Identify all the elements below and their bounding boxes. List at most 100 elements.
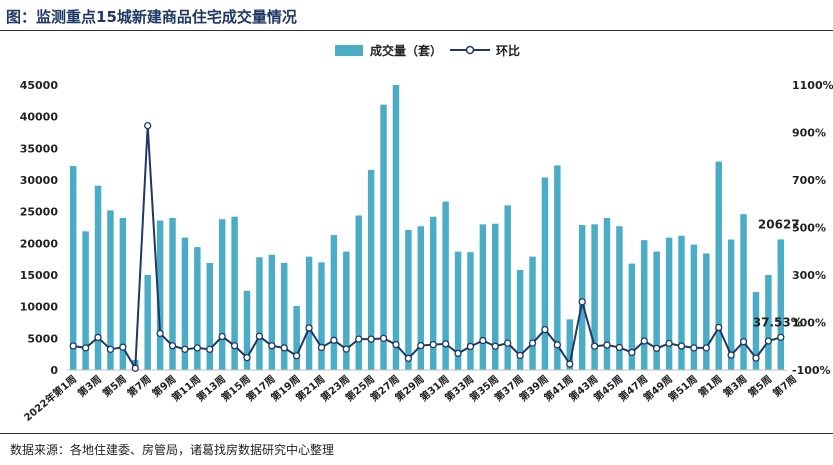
bar: [628, 263, 636, 370]
line-point: [218, 332, 226, 341]
bar: [727, 239, 735, 370]
line-point: [156, 329, 164, 338]
bar: [367, 169, 375, 370]
line-point: [528, 339, 537, 347]
bar: [752, 292, 760, 370]
bar: [740, 214, 747, 370]
legend-bar-swatch: [335, 45, 363, 56]
bar: [653, 251, 660, 370]
right-tick-label: 100%: [792, 317, 826, 330]
chart-title: 图：监测重点15城新建商品住宅成交量情况: [6, 8, 297, 26]
line-point: [106, 345, 115, 353]
bar: [392, 85, 400, 370]
left-tick-label: 20000: [20, 237, 59, 250]
line-point: [466, 342, 475, 351]
line-point: [293, 352, 301, 360]
line-point: [94, 333, 102, 342]
bar: [318, 262, 325, 370]
line-point: [81, 344, 90, 352]
bar: [119, 218, 127, 370]
bar: [616, 226, 623, 370]
right-tick-label: 900%: [792, 127, 826, 140]
bar: [330, 235, 338, 370]
line-point: [131, 364, 139, 372]
line-point: [479, 336, 487, 345]
line-point: [504, 339, 512, 347]
chart-canvas: 成交量（套） 环比 0 5000 10000 15000 20000 25000 30000…: [20, 43, 833, 424]
bar: [305, 256, 313, 370]
line-point: [578, 298, 586, 306]
line-point: [330, 336, 338, 344]
bar: [765, 275, 772, 370]
line-point: [392, 340, 400, 349]
legend-line-marker: [465, 45, 475, 55]
line-point: [764, 337, 773, 345]
line-point: [665, 339, 673, 348]
line-point: [243, 353, 251, 362]
bar: [281, 262, 288, 370]
bar: [541, 177, 549, 370]
bar: [405, 230, 412, 370]
x-tick-label: 第3周: [75, 372, 104, 399]
line-point: [69, 342, 77, 350]
bar: [690, 244, 698, 370]
legend-bar-label: 成交量（套）: [370, 43, 442, 58]
bar: [504, 205, 511, 370]
bar: [181, 237, 189, 370]
line-point: [417, 341, 425, 350]
line-point: [305, 324, 313, 332]
line-path: [73, 125, 782, 372]
line-point: [690, 344, 698, 352]
line-point: [181, 345, 189, 353]
line-series: [69, 121, 785, 372]
x-tick-label: 第3周: [720, 372, 749, 399]
x-tick-label: 第7周: [125, 372, 154, 399]
bar: [293, 306, 300, 370]
line-point: [454, 349, 462, 358]
title-divider: [0, 30, 833, 31]
line-point: [653, 344, 661, 353]
bar: [243, 290, 251, 370]
line-point: [429, 340, 437, 349]
bar: [442, 201, 449, 370]
right-tick-label: -100%: [792, 364, 831, 377]
bar: [641, 240, 648, 370]
line-point: [590, 342, 599, 350]
legend-line-label: 环比: [496, 43, 520, 58]
bar: [566, 319, 573, 370]
bar: [479, 224, 487, 370]
line-point: [715, 323, 723, 332]
line-point: [230, 342, 239, 350]
line-point: [553, 341, 561, 349]
bar: [554, 165, 561, 370]
line-point: [317, 343, 326, 352]
left-tick-label: 15000: [20, 269, 59, 282]
line-point: [168, 342, 177, 350]
bar: [454, 251, 462, 370]
line-point: [379, 334, 388, 343]
bar: [144, 275, 151, 370]
bar: [343, 251, 350, 370]
right-tick-label: 500%: [792, 222, 826, 235]
line-point: [566, 360, 574, 368]
x-tick-label: 2022年第1周: [21, 372, 79, 424]
bar: [529, 256, 536, 370]
bar: [665, 237, 673, 370]
bar: [578, 224, 586, 370]
bar: [417, 226, 425, 370]
bar: [380, 104, 387, 370]
source-divider: [0, 433, 833, 434]
line-point: [404, 354, 413, 363]
bar: [467, 252, 474, 370]
line-point: [615, 343, 624, 352]
right-tick-label: 300%: [792, 269, 826, 282]
left-tick-label: 30000: [20, 174, 59, 187]
data-label-last-line: 37.53%: [753, 315, 803, 329]
line-point: [702, 344, 710, 352]
line-point: [739, 338, 748, 346]
bar: [516, 269, 524, 370]
bar: [256, 257, 263, 370]
line-point: [255, 332, 264, 340]
line-point: [516, 351, 524, 360]
right-tick-label: 700%: [792, 174, 826, 187]
